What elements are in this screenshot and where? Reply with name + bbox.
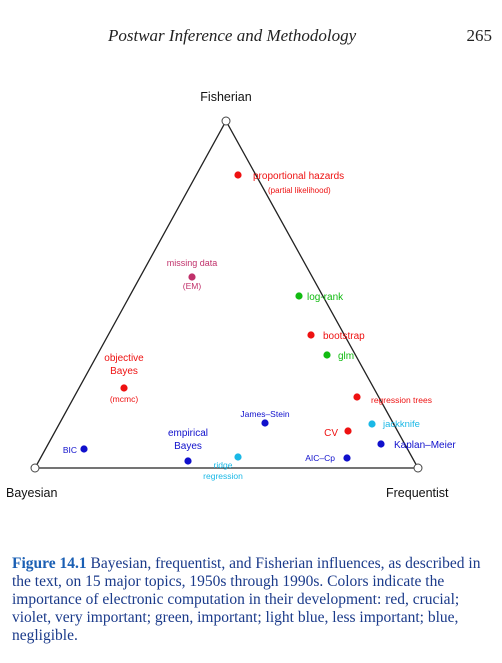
topic-label: glm (338, 351, 354, 362)
topic-label: CV (324, 428, 338, 439)
ternary-diagram: Fisherian Bayesian Frequentist proportio… (6, 90, 457, 500)
topic-jackknife: jackknife (368, 419, 420, 430)
topic-label: objective (104, 353, 144, 364)
topic-regression-trees: regression trees (353, 393, 432, 405)
topic-empirical-bayes: empirical Bayes (168, 428, 208, 465)
topic-dot (120, 384, 128, 392)
topic-dot (234, 453, 242, 461)
topic-points: proportional hazards (partial likelihood)… (63, 171, 457, 481)
topic-label: regression trees (371, 395, 432, 405)
topic-sublabel: (mcmc) (110, 394, 138, 404)
figure-caption: Figure 14.1 Bayesian, frequentist, and F… (12, 555, 492, 645)
topic-label: James–Stein (240, 409, 289, 419)
topic-bootstrap: bootstrap (307, 331, 365, 342)
caption-text: Bayesian, frequentist, and Fisherian inf… (12, 555, 481, 644)
topic-dot (188, 273, 196, 281)
running-head: Postwar Inference and Methodology 265 (0, 22, 502, 52)
page-number: 265 (466, 26, 493, 45)
topic-label: Bayes (110, 366, 138, 377)
topic-dot (307, 331, 315, 339)
topic-log-rank: log-rank (295, 292, 344, 303)
vertex-marker-right (413, 463, 423, 473)
topic-label: log-rank (307, 292, 344, 303)
topic-dot (184, 457, 192, 465)
topic-label: bootstrap (323, 331, 365, 342)
topic-dot (80, 445, 88, 453)
topic-dot (234, 171, 242, 179)
topic-cv: CV (324, 427, 352, 439)
topic-sublabel: (EM) (183, 281, 202, 291)
topic-label: Kaplan–Meier (394, 440, 456, 451)
running-title: Postwar Inference and Methodology (108, 26, 357, 45)
topic-glm: glm (323, 351, 354, 362)
topic-dot (368, 420, 376, 428)
topic-label: empirical (168, 428, 208, 439)
topic-dot (344, 427, 352, 435)
vertex-label-fisherian: Fisherian (200, 90, 251, 104)
topic-dot (295, 292, 303, 300)
topic-proportional-hazards: proportional hazards (partial likelihood) (234, 171, 344, 195)
topic-dot (261, 419, 269, 427)
triangle-outline (33, 119, 420, 469)
vertex-label-frequentist: Frequentist (386, 486, 449, 500)
topic-dot (377, 440, 385, 448)
topic-james-stein: James–Stein (240, 409, 290, 427)
topic-objective-bayes: objective Bayes (mcmc) (104, 353, 144, 404)
topic-label: proportional hazards (253, 171, 344, 182)
topic-label: jackknife (382, 419, 420, 430)
topic-label: Bayes (174, 441, 202, 452)
topic-label: BIC (63, 445, 77, 455)
vertex-label-bayesian: Bayesian (6, 486, 57, 500)
vertex-marker-left (30, 463, 40, 473)
topic-missing-data: missing data (EM) (167, 258, 218, 291)
topic-bic: BIC (63, 445, 88, 455)
caption-label: Figure 14.1 (12, 555, 87, 572)
topic-sublabel: (partial likelihood) (268, 186, 331, 195)
topic-label: missing data (167, 258, 218, 268)
topic-label: ridge (214, 460, 233, 470)
topic-dot (323, 351, 331, 359)
topic-dot (343, 454, 351, 462)
topic-aic-cp: AIC–Cp (305, 453, 351, 463)
vertex-marker-top (221, 116, 231, 126)
topic-kaplan-meier: Kaplan–Meier (377, 440, 456, 451)
topic-label: regression (203, 471, 243, 481)
topic-dot (353, 393, 361, 401)
topic-label: AIC–Cp (305, 453, 335, 463)
